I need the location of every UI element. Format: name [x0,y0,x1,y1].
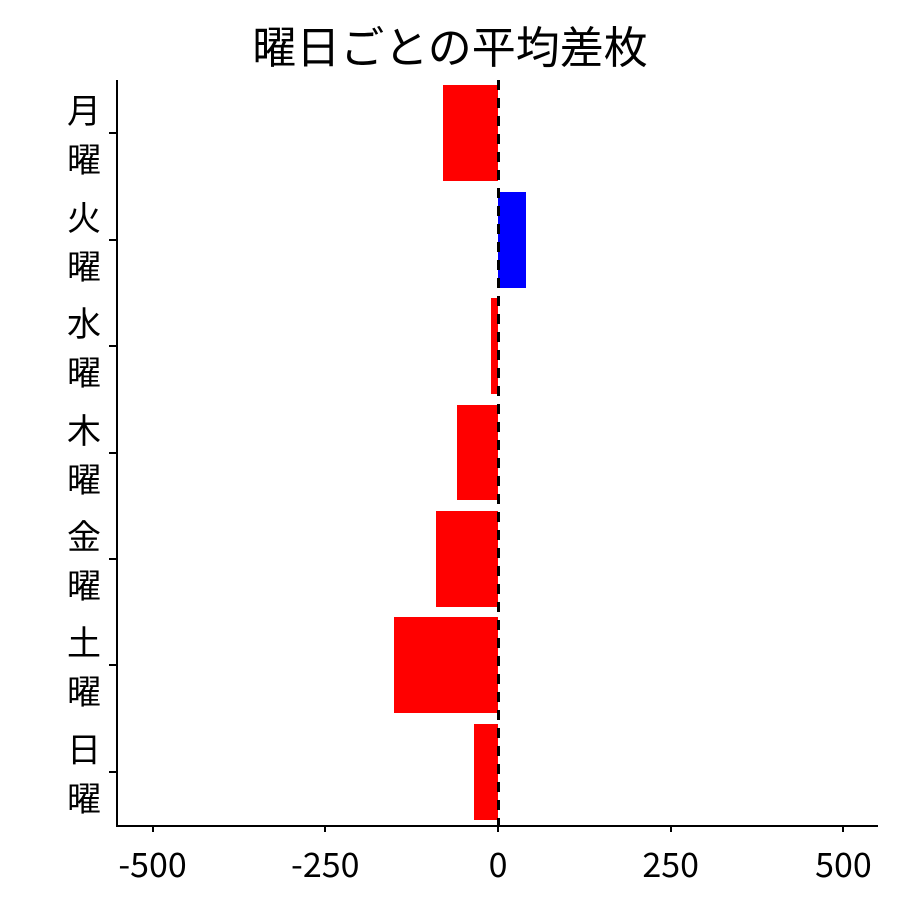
x-tick-label: 0 [489,838,508,887]
bar-6 [474,724,498,820]
bar-0 [443,85,498,181]
x-tick-mark [152,825,154,832]
y-tick-mark [109,132,116,134]
chart-title: 曜日ごとの平均差枚 [0,12,900,76]
y-tick-label: 月曜 [67,84,101,182]
bar-4 [436,511,498,607]
y-tick-mark [109,239,116,241]
y-tick-label: 木曜 [67,404,101,502]
chart-container: 曜日ごとの平均差枚 -500-2500250500月曜火曜水曜木曜金曜土曜日曜 [0,0,900,900]
y-tick-mark [109,771,116,773]
y-tick-label: 金曜 [67,510,101,608]
x-tick-label: -250 [291,838,359,887]
x-tick-mark [670,825,672,832]
y-tick-label: 水曜 [67,297,101,395]
x-tick-label: 250 [642,838,699,887]
zero-line [497,80,500,825]
plot-area: -500-2500250500月曜火曜水曜木曜金曜土曜日曜 [118,80,878,825]
bar-5 [394,617,498,713]
x-tick-label: 500 [815,838,872,887]
bar-3 [457,405,498,501]
y-tick-mark [109,558,116,560]
bar-1 [498,192,526,288]
x-tick-mark [324,825,326,832]
x-tick-mark [842,825,844,832]
y-tick-label: 土曜 [67,616,101,714]
y-tick-label: 日曜 [67,723,101,821]
y-tick-label: 火曜 [67,191,101,289]
y-tick-mark [109,664,116,666]
x-tick-label: -500 [118,838,186,887]
y-tick-mark [109,452,116,454]
y-axis-line [116,80,118,827]
x-tick-mark [497,825,499,832]
y-tick-mark [109,345,116,347]
